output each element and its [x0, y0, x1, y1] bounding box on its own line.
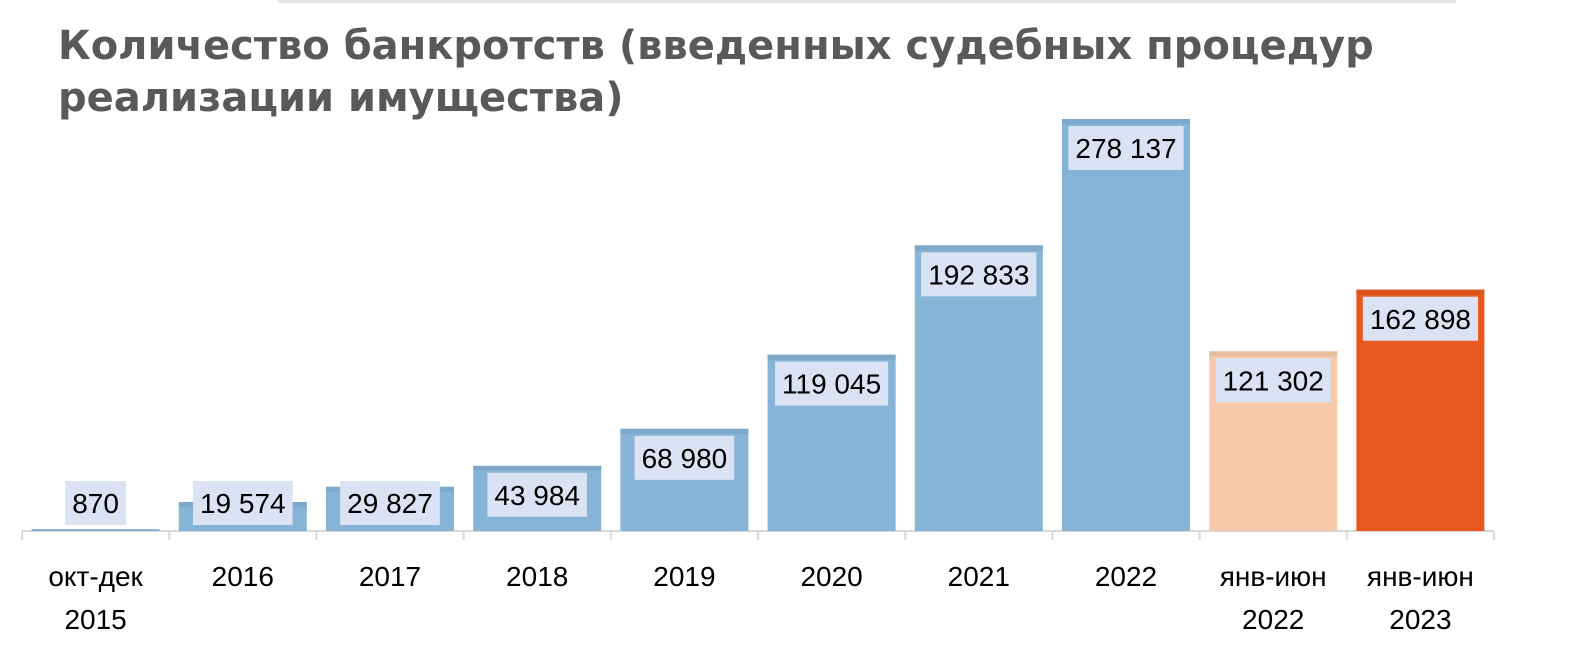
category-label: 2015 [64, 604, 126, 635]
bar-value-label: 29 827 [347, 488, 433, 519]
category-label: 2018 [506, 561, 568, 592]
bar-value-label: 43 984 [494, 480, 580, 511]
bar-value-label: 162 898 [1370, 304, 1471, 335]
bar-top-edge [1356, 289, 1485, 295]
bar-top-edge [1209, 351, 1338, 357]
category-label: 2022 [1242, 604, 1304, 635]
bar-value-label-box [487, 472, 588, 517]
bar-top-edge [620, 428, 749, 434]
chart-title-line-1: Количество банкротств (введенных судебны… [58, 23, 1374, 69]
bar-value-label-box [921, 252, 1037, 297]
bar-value-label-box [1068, 126, 1184, 170]
bar-value-label-box [1362, 296, 1479, 341]
category-label: окт-дек [48, 561, 143, 592]
category-label: 2016 [212, 561, 274, 592]
bar-value-label-box [1215, 358, 1331, 403]
bar-value-label-box [775, 361, 889, 406]
bar-value-label-box [634, 435, 735, 480]
bar-top-edge [1062, 119, 1190, 124]
chart-title-line-2: реализации имущества) [58, 75, 624, 121]
bar-top-edge [914, 245, 1043, 251]
bar-top-edge [767, 354, 896, 360]
category-label: 2022 [1095, 561, 1157, 592]
bar [31, 529, 160, 531]
category-label: 2021 [948, 561, 1010, 592]
category-label: 2017 [359, 561, 421, 592]
bar-value-label: 19 574 [200, 488, 286, 519]
category-label: 2023 [1389, 604, 1451, 635]
category-label: 2020 [800, 561, 862, 592]
category-label: янв-июн [1220, 561, 1327, 592]
bar-value-label: 119 045 [782, 369, 881, 400]
bar-value-label-box [340, 481, 440, 525]
category-label: 2019 [653, 561, 715, 592]
header-rule [278, 0, 1456, 3]
bar-value-label: 192 833 [928, 259, 1029, 290]
bar-value-label: 121 302 [1223, 365, 1324, 396]
bar-value-label: 870 [72, 488, 119, 519]
bar-top-edge [473, 465, 602, 471]
bar-value-label-box [65, 481, 126, 525]
bar-value-label: 68 980 [642, 443, 728, 474]
bar-value-label: 278 137 [1075, 133, 1176, 164]
chart-title: Количество банкротств (введенных судебны… [58, 20, 1458, 124]
bar-value-label-box [192, 481, 293, 525]
category-label: янв-июн [1367, 561, 1474, 592]
bar [1062, 119, 1190, 531]
